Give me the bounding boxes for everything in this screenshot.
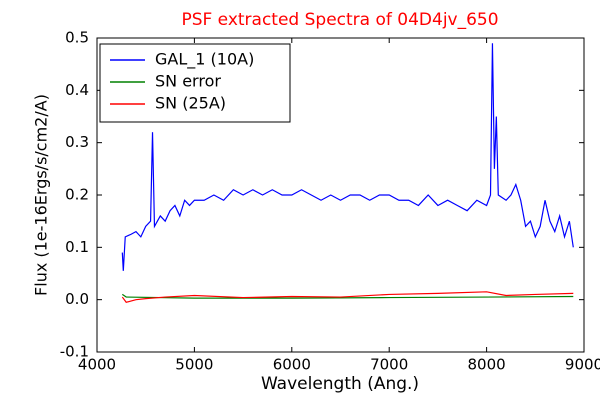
legend-label: SN (25A) bbox=[155, 94, 226, 113]
y-tick-label: 0.3 bbox=[65, 133, 89, 151]
series-line bbox=[121, 291, 574, 303]
y-tick-label: 0.4 bbox=[65, 81, 89, 99]
x-axis-label: Wavelength (Ang.) bbox=[261, 374, 419, 394]
x-tick-label: 8000 bbox=[468, 356, 506, 374]
y-tick-label: 0.0 bbox=[65, 290, 89, 308]
y-tick-label: -0.1 bbox=[60, 343, 89, 361]
legend-label: GAL_1 (10A) bbox=[155, 50, 254, 70]
y-tick-label: 0.1 bbox=[65, 238, 89, 256]
chart-title: PSF extracted Spectra of 04D4jv_650 bbox=[181, 10, 498, 30]
x-tick-label: 6000 bbox=[273, 356, 311, 374]
y-axis-label: Flux (1e-16Ergs/s/cm2/A) bbox=[32, 94, 51, 296]
series-line bbox=[121, 293, 574, 299]
x-tick-label: 4000 bbox=[78, 356, 116, 374]
legend-box bbox=[99, 43, 291, 123]
y-tick-label: 0.5 bbox=[65, 29, 89, 47]
x-tick-label: 7000 bbox=[370, 356, 408, 374]
series-line bbox=[121, 43, 574, 271]
x-tick-label: 9000 bbox=[565, 356, 600, 374]
plot-frame bbox=[96, 37, 585, 353]
legend-label: SN error bbox=[155, 72, 221, 91]
x-tick-label: 5000 bbox=[175, 356, 213, 374]
y-tick-label: 0.2 bbox=[65, 186, 89, 204]
